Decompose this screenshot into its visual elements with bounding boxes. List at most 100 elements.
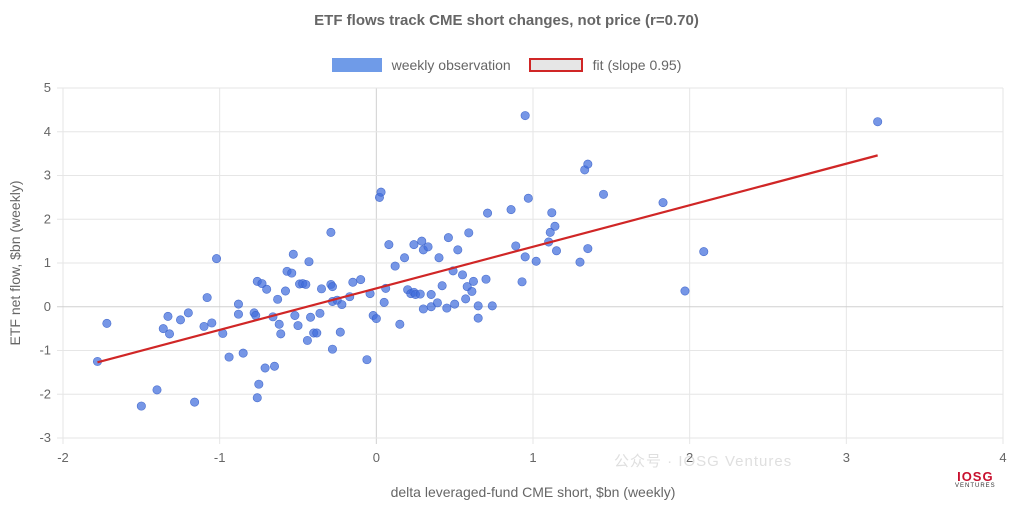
legend-item-scatter[interactable]: weekly observation [331,57,511,73]
data-point [327,344,337,354]
legend-swatch-scatter [331,58,382,72]
data-point [432,298,442,308]
data-point [304,257,314,267]
data-point [467,286,477,296]
data-point [400,253,410,263]
x-tick-label: -2 [57,450,69,465]
data-point [238,348,248,358]
data-point [680,286,690,296]
data-point [468,276,478,286]
data-point [287,268,297,278]
data-point [280,286,290,296]
data-point [199,321,209,331]
x-tick-label: -1 [214,450,226,465]
data-point [583,244,593,254]
data-point [442,303,452,313]
data-point [473,301,483,311]
y-tick-label: 0 [44,299,51,314]
x-tick-label: 4 [999,450,1006,465]
data-point [262,284,272,294]
data-point [356,275,366,285]
legend-item-fit[interactable]: fit (slope 0.95) [528,57,682,73]
data-point [409,240,419,250]
data-point [136,401,146,411]
legend-label-scatter: weekly observation [391,57,511,73]
data-point [384,240,394,250]
y-tick-label: -2 [39,386,51,401]
x-tick-label: 0 [373,450,380,465]
data-point [520,111,530,121]
data-point [547,208,557,218]
data-point [254,379,264,389]
data-point [443,233,453,243]
data-point [252,393,262,403]
y-tick-label: 2 [44,211,51,226]
data-point [487,301,497,311]
logo-subtitle: VENTURES [955,483,996,489]
fit-line-group [97,154,878,364]
data-point [517,277,527,287]
data-point [288,249,298,259]
data-point [658,198,668,208]
data-point [457,270,467,280]
data-point [426,289,436,299]
data-point [699,247,709,257]
x-axis-label: delta leveraged-fund CME short, $bn (wee… [391,484,676,500]
data-point [306,312,316,322]
data-point [276,329,286,339]
data-point [417,236,427,246]
data-point [224,352,234,362]
x-tick-label: 2 [686,450,693,465]
watermark-text: 公众号 · IOSG Ventures [614,453,793,470]
legend-swatch-fit [528,58,583,72]
data-point [464,228,474,238]
data-point [302,335,312,345]
legend-label-fit: fit (slope 0.95) [592,57,682,73]
data-point [453,245,463,255]
fit-line [97,154,878,364]
data-point [483,208,493,218]
data-point [873,117,883,127]
data-point [473,313,483,323]
data-point [545,227,555,237]
data-point [390,261,400,271]
data-point [348,277,358,287]
data-point [269,361,279,371]
data-point [312,328,322,338]
y-tick-label: -3 [39,430,51,445]
data-point [315,308,325,318]
data-point [423,242,433,252]
data-point [152,385,162,395]
data-point [450,299,460,309]
y-tick-label: -1 [39,343,51,358]
scatter-points [92,111,883,411]
data-point [550,221,560,231]
data-point [481,274,491,284]
data-point [290,310,300,320]
data-point [575,257,585,267]
y-tick-label: 3 [44,168,51,183]
data-point [165,329,175,339]
logo-mark: IOSG [957,469,994,484]
data-point [202,293,212,303]
y-tick-label: 4 [44,124,51,139]
legend: weekly observation fit (slope 0.95) [0,57,1013,73]
data-point [531,256,541,266]
data-point [395,319,405,329]
data-point [583,159,593,169]
data-point [437,281,447,291]
tick-labels: -2 -1 0 1 2 3 4 -3 -2 -1 0 1 2 3 4 5 [39,80,1006,465]
data-point [207,318,217,328]
data-point [212,254,222,264]
data-point [371,314,381,324]
data-point [523,193,533,203]
data-point [335,327,345,337]
data-point [273,294,283,304]
y-tick-label: 1 [44,255,51,270]
data-point [362,355,372,365]
data-point [260,363,270,373]
data-point [337,300,347,310]
data-point [233,299,243,309]
data-point [418,304,428,314]
